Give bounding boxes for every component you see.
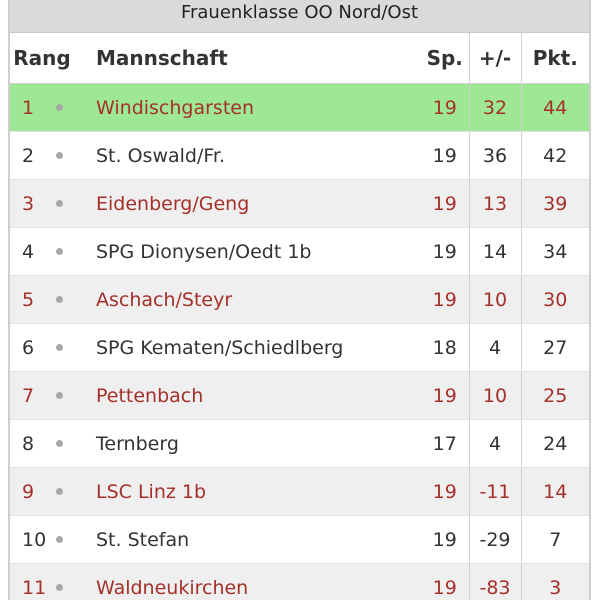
team-name-cell[interactable]: SPG Kematen/Schiedlberg xyxy=(74,323,421,372)
team-name-cell[interactable]: Waldneukirchen xyxy=(74,563,421,600)
standings-panel: Frauenklasse OO Nord/Ost Rang Mannschaft… xyxy=(8,0,591,600)
trend-dot-icon xyxy=(56,199,63,207)
team-name-cell[interactable]: Eidenberg/Geng xyxy=(74,179,421,228)
table-row[interactable]: 1 Windischgarsten 19 32 44 xyxy=(10,83,589,132)
goal-difference-cell: 10 xyxy=(469,371,522,420)
rank-number: 9 xyxy=(22,480,35,503)
points-cell: 3 xyxy=(521,563,589,600)
team-name-cell[interactable]: Pettenbach xyxy=(74,371,421,420)
rank-number: 10 xyxy=(22,528,47,551)
rank-number: 5 xyxy=(22,288,35,311)
games-played-cell: 19 xyxy=(421,227,470,276)
rank-cell: 6 xyxy=(10,323,74,372)
goal-difference-cell: 4 xyxy=(469,419,522,468)
points-cell: 7 xyxy=(521,515,589,564)
points-cell: 14 xyxy=(521,467,589,516)
trend-dot-icon xyxy=(56,295,63,303)
trend-dot-icon xyxy=(56,439,63,447)
rank-number: 11 xyxy=(22,576,47,599)
table-row[interactable]: 8 Ternberg 17 4 24 xyxy=(10,419,589,468)
points-cell: 27 xyxy=(521,323,589,372)
team-name-cell[interactable]: Windischgarsten xyxy=(74,83,421,132)
rank-number: 7 xyxy=(22,384,35,407)
team-name-cell[interactable]: Ternberg xyxy=(74,419,421,468)
table-row[interactable]: 11 Waldneukirchen 19 -83 3 xyxy=(10,563,589,600)
games-played-cell: 19 xyxy=(421,371,470,420)
column-header-points: Pkt. xyxy=(521,33,589,84)
table-row[interactable]: 6 SPG Kematen/Schiedlberg 18 4 27 xyxy=(10,323,589,372)
rank-number: 1 xyxy=(22,96,35,119)
goal-difference-cell: 14 xyxy=(469,227,522,276)
games-played-cell: 19 xyxy=(421,83,470,132)
points-cell: 42 xyxy=(521,131,589,180)
rank-cell: 11 xyxy=(10,563,74,600)
table-header-row: Rang Mannschaft Sp. +/- Pkt. xyxy=(10,33,589,84)
points-cell: 44 xyxy=(521,83,589,132)
goal-difference-cell: 36 xyxy=(469,131,522,180)
points-cell: 30 xyxy=(521,275,589,324)
team-name-cell[interactable]: SPG Dionysen/Oedt 1b xyxy=(74,227,421,276)
team-name-cell[interactable]: St. Oswald/Fr. xyxy=(74,131,421,180)
trend-dot-icon xyxy=(56,487,63,495)
rank-number: 6 xyxy=(22,336,35,359)
games-played-cell: 19 xyxy=(421,131,470,180)
games-played-cell: 19 xyxy=(421,515,470,564)
trend-dot-icon xyxy=(56,343,63,351)
goal-difference-cell: 10 xyxy=(469,275,522,324)
goal-difference-cell: -29 xyxy=(469,515,522,564)
goal-difference-cell: 4 xyxy=(469,323,522,372)
table-row[interactable]: 2 St. Oswald/Fr. 19 36 42 xyxy=(10,131,589,180)
trend-dot-icon xyxy=(56,103,63,111)
standings-table: Rang Mannschaft Sp. +/- Pkt. 1 Windischga… xyxy=(10,33,589,600)
rank-cell: 10 xyxy=(10,515,74,564)
table-row[interactable]: 10 St. Stefan 19 -29 7 xyxy=(10,515,589,564)
points-cell: 39 xyxy=(521,179,589,228)
goal-difference-cell: -83 xyxy=(469,563,522,600)
rank-cell: 4 xyxy=(10,227,74,276)
rank-cell: 7 xyxy=(10,371,74,420)
rank-cell: 2 xyxy=(10,131,74,180)
rank-number: 3 xyxy=(22,192,35,215)
table-body: 1 Windischgarsten 19 32 44 2 St. Oswald/Fr. 19 3… xyxy=(10,83,589,600)
team-name-cell[interactable]: LSC Linz 1b xyxy=(74,467,421,516)
games-played-cell: 19 xyxy=(421,467,470,516)
table-row[interactable]: 5 Aschach/Steyr 19 10 30 xyxy=(10,275,589,324)
goal-difference-cell: 13 xyxy=(469,179,522,228)
league-title: Frauenklasse OO Nord/Ost xyxy=(10,0,589,33)
trend-dot-icon xyxy=(56,391,63,399)
column-header-team: Mannschaft xyxy=(74,33,421,84)
team-name-cell[interactable]: Aschach/Steyr xyxy=(74,275,421,324)
table-row[interactable]: 4 SPG Dionysen/Oedt 1b 19 14 34 xyxy=(10,227,589,276)
games-played-cell: 19 xyxy=(421,179,470,228)
points-cell: 24 xyxy=(521,419,589,468)
column-header-rang: Rang xyxy=(10,33,74,84)
rank-cell: 1 xyxy=(10,83,74,132)
goal-difference-cell: -11 xyxy=(469,467,522,516)
rank-cell: 3 xyxy=(10,179,74,228)
rank-cell: 9 xyxy=(10,467,74,516)
rank-number: 8 xyxy=(22,432,35,455)
trend-dot-icon xyxy=(56,583,63,591)
table-row[interactable]: 9 LSC Linz 1b 19 -11 14 xyxy=(10,467,589,516)
games-played-cell: 19 xyxy=(421,275,470,324)
trend-dot-icon xyxy=(56,247,63,255)
rank-number: 4 xyxy=(22,240,35,263)
points-cell: 25 xyxy=(521,371,589,420)
trend-dot-icon xyxy=(56,151,63,159)
rank-cell: 8 xyxy=(10,419,74,468)
games-played-cell: 17 xyxy=(421,419,470,468)
rank-cell: 5 xyxy=(10,275,74,324)
goal-difference-cell: 32 xyxy=(469,83,522,132)
table-row[interactable]: 3 Eidenberg/Geng 19 13 39 xyxy=(10,179,589,228)
games-played-cell: 19 xyxy=(421,563,470,600)
table-row[interactable]: 7 Pettenbach 19 10 25 xyxy=(10,371,589,420)
points-cell: 34 xyxy=(521,227,589,276)
rank-number: 2 xyxy=(22,144,35,167)
team-name-cell[interactable]: St. Stefan xyxy=(74,515,421,564)
column-header-games: Sp. xyxy=(421,33,470,84)
games-played-cell: 18 xyxy=(421,323,470,372)
column-header-goal-diff: +/- xyxy=(469,33,522,84)
trend-dot-icon xyxy=(56,535,63,543)
